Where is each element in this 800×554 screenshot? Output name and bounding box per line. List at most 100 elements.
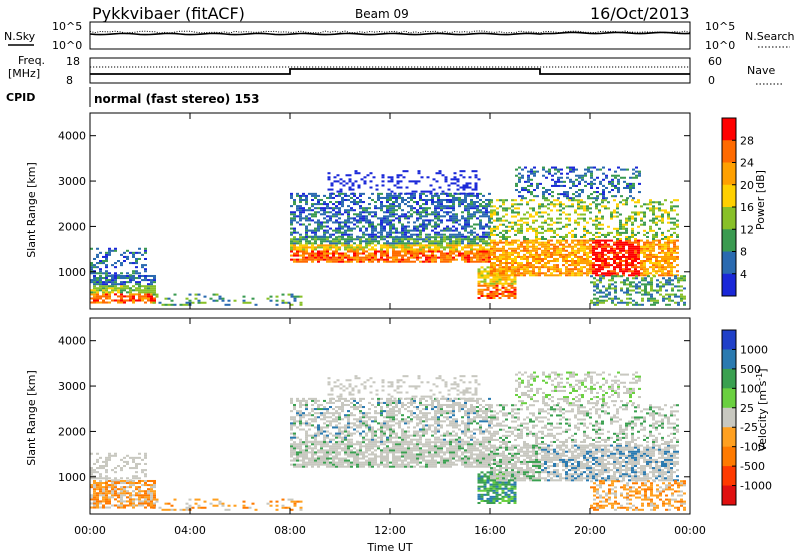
power-cell: [507, 294, 511, 297]
power-cell: [485, 211, 488, 214]
power-cell: [314, 227, 317, 230]
power-cell: [353, 223, 356, 226]
power-cell: [482, 248, 485, 251]
power-cell: [559, 235, 562, 238]
power-cell: [562, 203, 565, 206]
power-cell: [446, 205, 449, 208]
power-cell: [635, 283, 638, 286]
power-cell: [643, 243, 646, 246]
power-cell: [102, 277, 105, 280]
power-cell: [344, 209, 347, 212]
velocity-cell: [299, 445, 302, 448]
power-cell: [477, 282, 481, 285]
power-cell: [541, 235, 544, 238]
power-cell: [108, 281, 111, 284]
power-cell: [398, 238, 401, 241]
power-cell: [153, 277, 156, 280]
power-cell: [389, 233, 392, 236]
velocity-cell: [305, 453, 308, 456]
velocity-cell: [395, 459, 398, 462]
velocity-cell: [323, 455, 326, 458]
velocity-cell: [135, 471, 138, 474]
power-cell: [416, 235, 419, 238]
velocity-cell: [152, 506, 156, 509]
power-cell: [590, 184, 593, 187]
power-cell: [593, 285, 596, 288]
velocity-cell: [311, 457, 314, 460]
power-cell: [652, 247, 655, 250]
power-cell: [479, 246, 482, 249]
power-cell: [105, 264, 108, 267]
power-cell: [652, 213, 655, 216]
power-cell: [499, 274, 502, 277]
power-cell: [114, 262, 117, 265]
power-cell: [275, 299, 279, 302]
power-cell: [350, 248, 353, 251]
velocity-cell: [374, 455, 377, 458]
power-cell: [670, 207, 673, 210]
power-cell: [628, 251, 631, 254]
velocity-cell: [90, 506, 93, 509]
power-cell: [464, 223, 467, 226]
power-cell: [422, 207, 425, 210]
velocity-cell: [111, 488, 114, 491]
velocity-cell: [135, 475, 138, 478]
velocity-cell: [141, 479, 144, 483]
velocity-cell: [90, 486, 93, 489]
power-cell: [492, 296, 496, 300]
velocity-cell: [302, 443, 305, 446]
velocity-cell: [188, 506, 192, 509]
power-cell: [661, 255, 664, 258]
velocity-cell: [141, 494, 144, 497]
power-cell: [126, 272, 129, 275]
velocity-cell: [135, 486, 138, 489]
power-cell: [392, 258, 395, 261]
power-cell: [557, 180, 560, 183]
power-cell: [479, 211, 482, 214]
power-cell: [625, 201, 628, 204]
power-cell: [296, 254, 299, 257]
power-cell: [677, 285, 680, 288]
power-cell: [523, 268, 526, 271]
power-cell: [428, 221, 431, 224]
velocity-cell: [323, 459, 326, 462]
power-cell: [514, 255, 517, 258]
power-cell: [593, 281, 596, 284]
power-cell: [554, 166, 557, 169]
power-cell: [571, 199, 574, 202]
velocity-cell: [114, 492, 117, 495]
power-cell: [599, 275, 602, 278]
power-cell: [401, 223, 404, 226]
power-cell: [383, 217, 386, 220]
power-cell: [215, 299, 219, 302]
power-cell: [431, 254, 434, 257]
power-cell: [653, 303, 656, 306]
power-cell: [521, 197, 524, 200]
power-cell: [434, 248, 437, 251]
power-cell: [102, 295, 105, 298]
velocity-cell: [188, 498, 192, 501]
power-cell: [505, 251, 508, 254]
power-cell: [592, 270, 595, 273]
velocity-cell: [105, 460, 108, 463]
power-cell: [601, 264, 604, 267]
power-cell: [362, 260, 365, 263]
power-cell: [404, 242, 407, 245]
power-cell: [305, 238, 308, 241]
power-cell: [341, 260, 344, 263]
velocity-cell: [305, 465, 308, 468]
power-cell: [574, 233, 577, 236]
power-cell: [290, 303, 294, 306]
power-cell: [629, 281, 632, 284]
power-cell: [559, 217, 562, 220]
power-cell: [643, 215, 646, 218]
power-cell: [308, 258, 311, 261]
velocity-cell: [398, 447, 401, 450]
power-cell: [515, 184, 518, 187]
power-cell: [105, 301, 108, 304]
power-cell: [200, 301, 204, 304]
power-cell: [326, 203, 329, 206]
power-cell: [464, 225, 467, 228]
power-cell: [571, 241, 574, 244]
power-cell: [638, 291, 641, 294]
